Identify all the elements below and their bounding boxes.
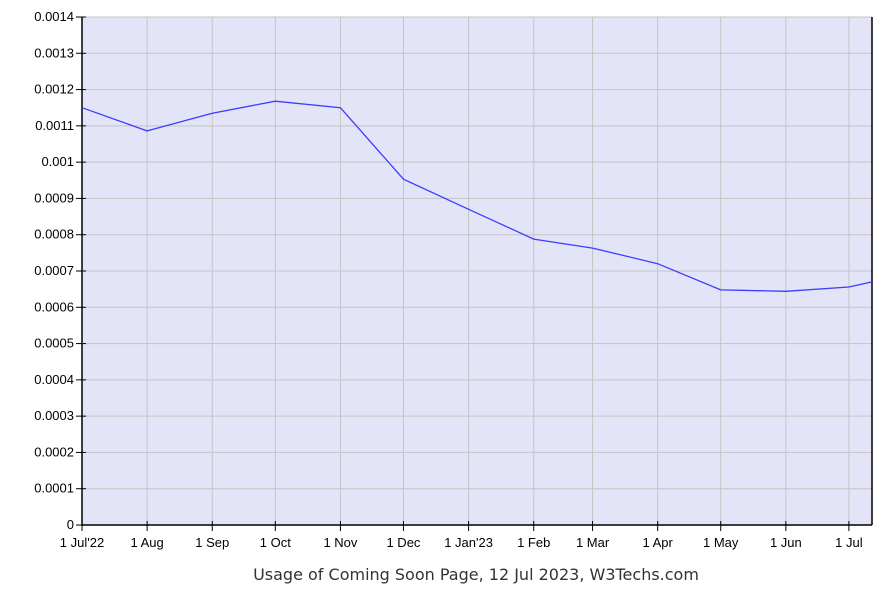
y-tick-label: 0.0005	[34, 336, 74, 351]
y-tick-label: 0.0003	[34, 408, 74, 423]
grid	[82, 16, 872, 525]
x-tick-label: 1 Jul	[835, 535, 863, 550]
y-tick-label: 0.0014	[34, 9, 74, 24]
x-tick-label: 1 May	[703, 535, 739, 550]
y-tick-label: 0.0008	[34, 227, 74, 242]
x-tick-label: 1 Sep	[195, 535, 229, 550]
x-tick-label: 1 Aug	[131, 535, 164, 550]
x-tick-label: 1 Oct	[260, 535, 291, 550]
y-tick-label: 0.0004	[34, 372, 74, 387]
y-tick-label: 0.0013	[34, 45, 74, 60]
x-tick-label: 1 Jun	[770, 535, 802, 550]
x-tick-label: 1 Feb	[517, 535, 550, 550]
x-tick-label: 1 Dec	[386, 535, 420, 550]
x-tick-label: 1 Jul'22	[60, 535, 104, 550]
chart-title: Usage of Coming Soon Page, 12 Jul 2023, …	[253, 565, 699, 584]
y-tick-label: 0.0007	[34, 263, 74, 278]
y-tick-label: 0	[67, 517, 74, 532]
y-tick-label: 0.001	[41, 154, 74, 169]
series-group	[81, 100, 873, 292]
x-tick-label: 1 Mar	[576, 535, 610, 550]
series-line	[81, 100, 873, 292]
x-tick-label: 1 Jan'23	[444, 535, 493, 550]
y-tick-label: 0.0011	[35, 118, 74, 133]
x-axis: 1 Jul'22 1 Aug 1 Sep 1 Oct 1 Nov 1 Dec 1 Jan'2…	[60, 17, 873, 550]
y-tick-label: 0.0002	[34, 444, 74, 459]
x-tick-label: 1 Apr	[643, 535, 674, 550]
x-tick-label: 1 Nov	[323, 535, 357, 550]
y-tick-label: 0.0001	[34, 481, 74, 496]
y-tick-label: 0.0012	[34, 82, 74, 97]
y-axis: 0 0.0001 0.0002 0.0003 0.0004 0.0005 0.0006 0.0…	[34, 9, 86, 532]
y-tick-label: 0.0009	[34, 190, 74, 205]
y-tick-label: 0.0006	[34, 299, 74, 314]
